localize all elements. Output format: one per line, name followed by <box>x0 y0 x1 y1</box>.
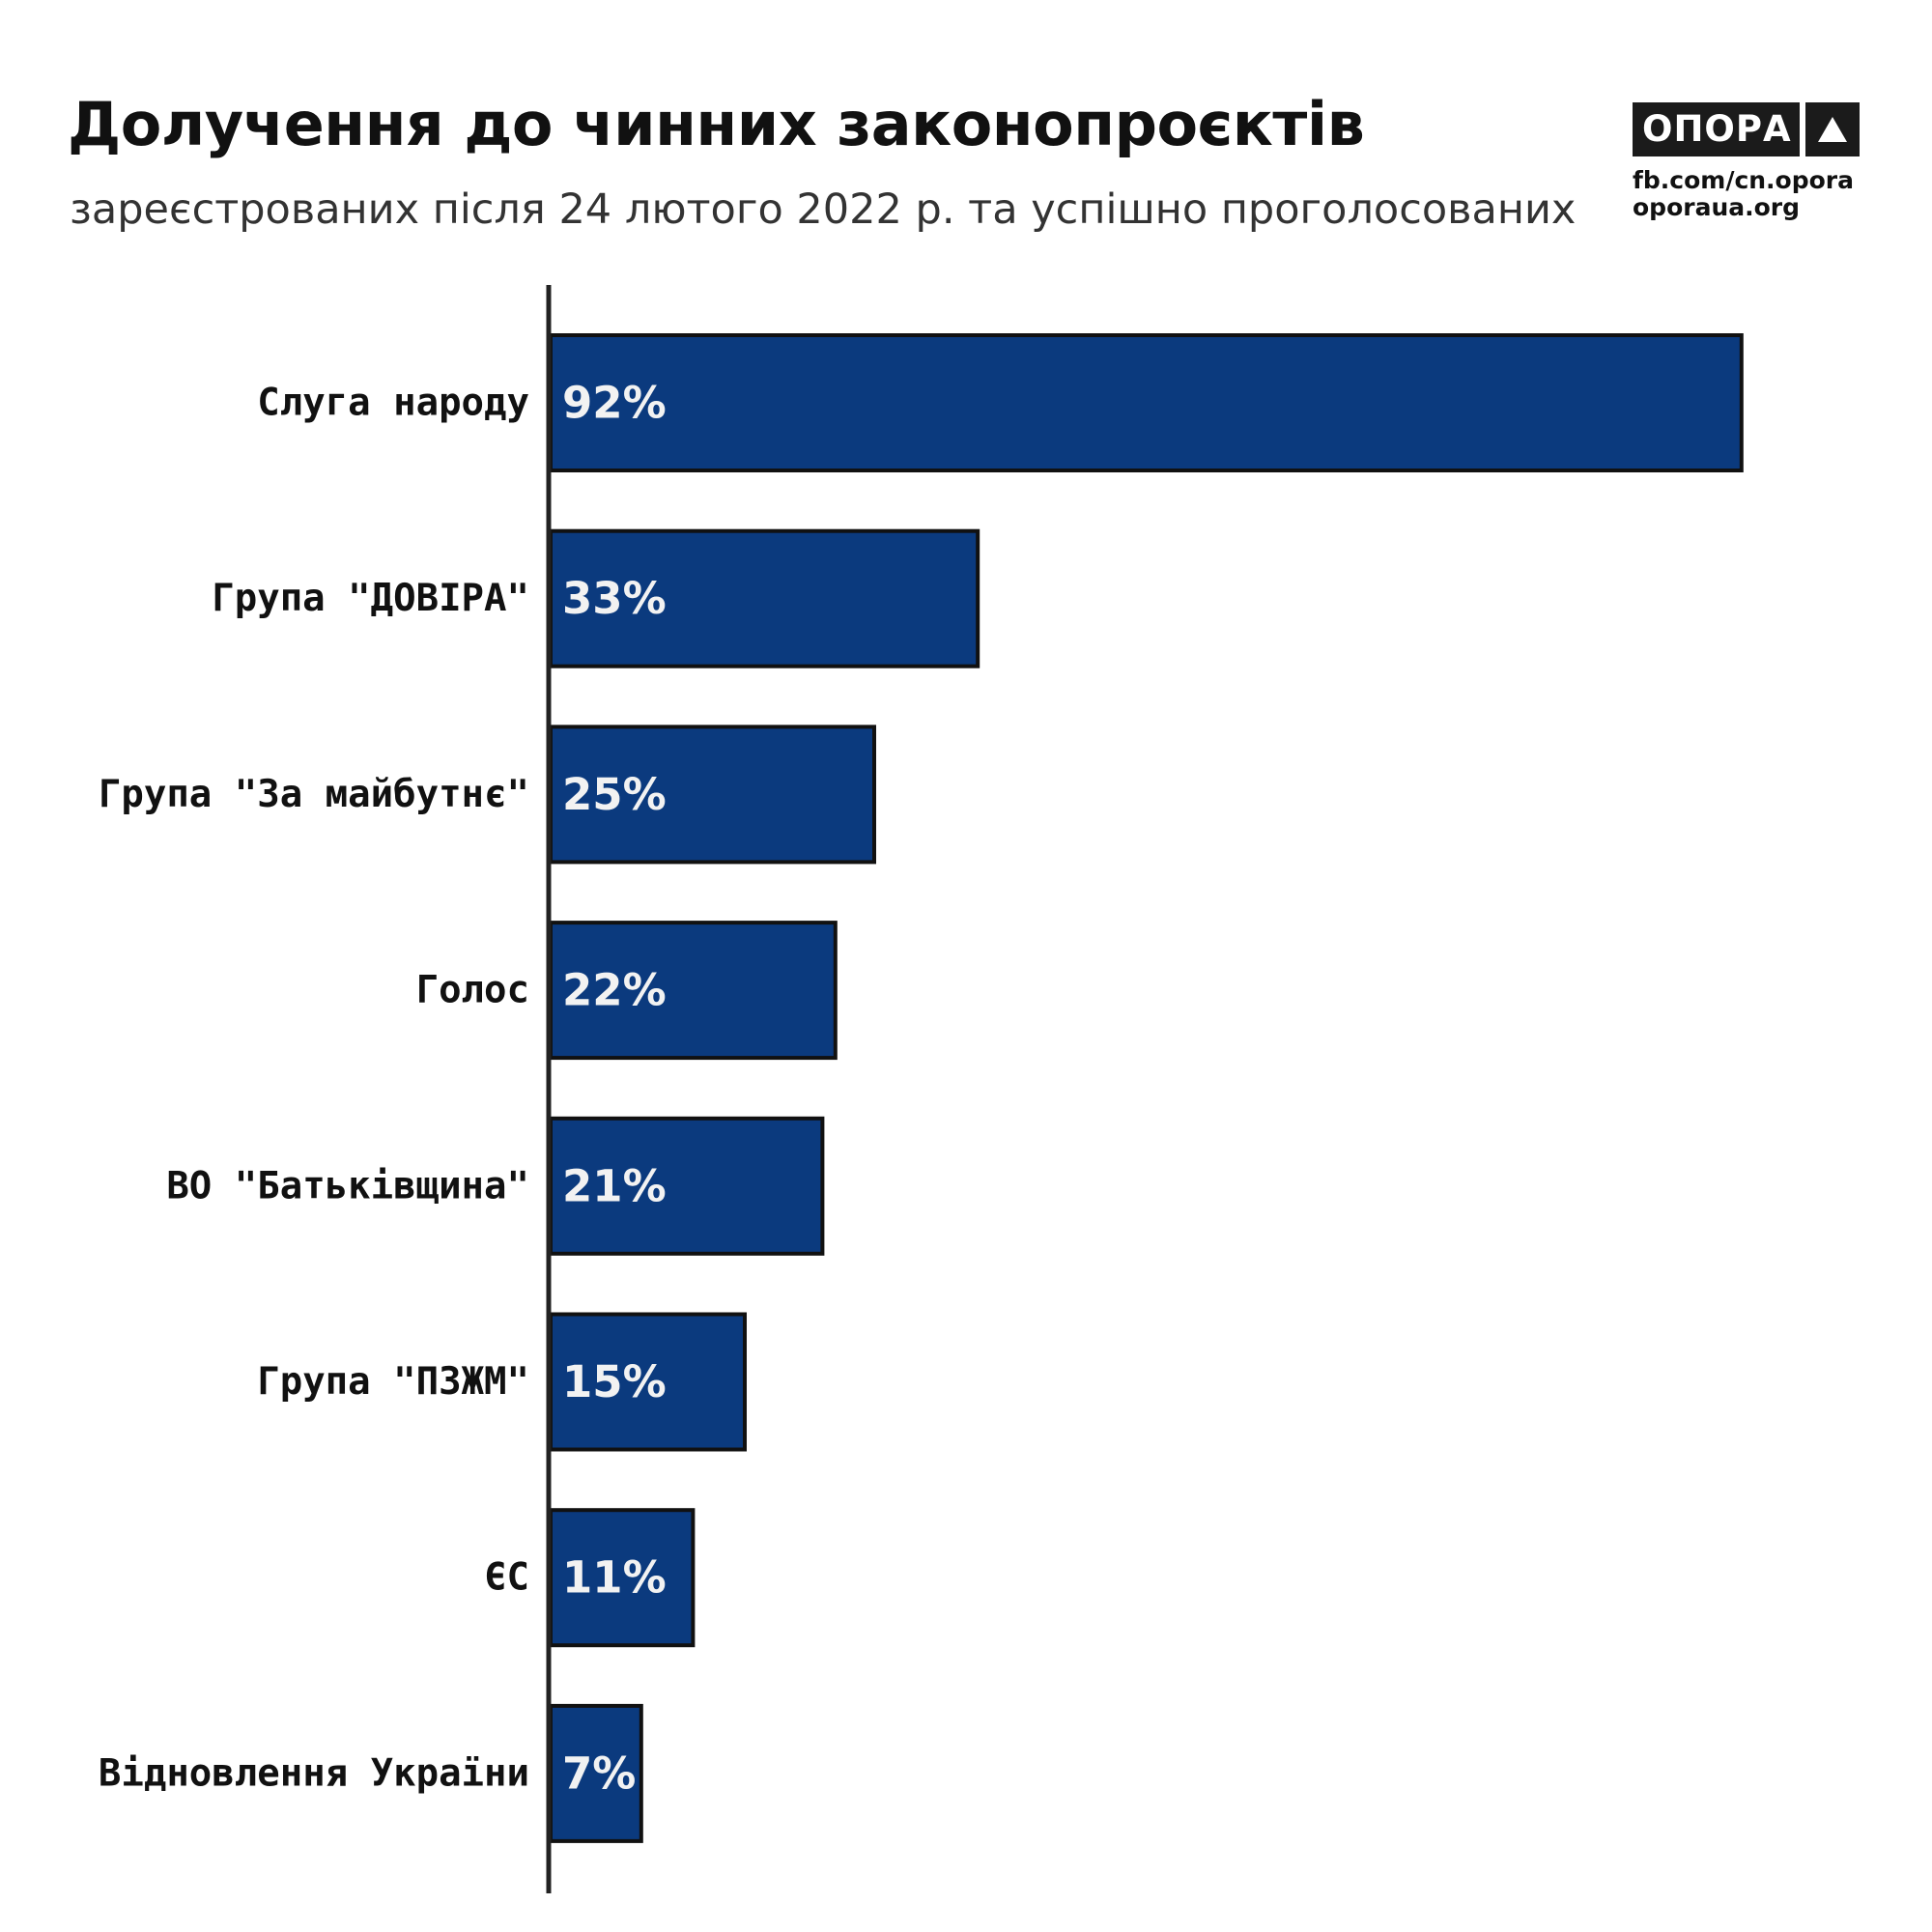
bar-value-label: 33% <box>562 573 667 624</box>
bar-value-label: 25% <box>562 769 667 820</box>
bar <box>549 528 980 668</box>
chart-title: Долучення до чинних законопроєктів <box>68 89 1365 159</box>
bar-value-label: 15% <box>562 1356 667 1407</box>
bar-value-label: 22% <box>562 965 667 1016</box>
bar-value-label: 92% <box>562 378 667 429</box>
chart-subtitle: зареєстрованих після 24 лютого 2022 р. т… <box>70 185 1577 234</box>
bar <box>549 1116 825 1256</box>
category-label: ЄС <box>484 1556 529 1600</box>
bar <box>549 921 838 1061</box>
category-label: Голос <box>416 969 529 1012</box>
bar <box>549 333 1744 472</box>
bar <box>549 1703 643 1843</box>
category-label: Відновлення України <box>99 1751 529 1795</box>
bars-layer: 92% 33% 25% 22% 21% 15% 11% 7% <box>549 333 1744 1843</box>
category-label: ВО "Батьківщина" <box>166 1164 529 1208</box>
bar <box>549 724 876 865</box>
category-labels-layer: Слуга народу Група "ДОВІРА" Група "За майб… <box>99 382 529 1796</box>
opora-logo: ОПОРА <box>1633 102 1862 156</box>
triangle-icon <box>1804 102 1860 156</box>
bar-value-label: 11% <box>562 1552 667 1604</box>
category-label: Група "ДОВІРА" <box>212 577 529 620</box>
category-label: Група "За майбутнє" <box>99 773 529 816</box>
category-label: Слуга народу <box>257 382 529 425</box>
logo-wordmark: ОПОРА <box>1633 102 1800 156</box>
website-link[interactable]: oporaua.org <box>1633 193 1801 221</box>
bar-value-label: 7% <box>562 1747 636 1799</box>
bar <box>549 1312 747 1452</box>
facebook-link[interactable]: fb.com/cn.opora <box>1633 166 1855 194</box>
category-label: Група "ПЗЖМ" <box>257 1360 529 1404</box>
bar-value-label: 21% <box>562 1160 667 1211</box>
